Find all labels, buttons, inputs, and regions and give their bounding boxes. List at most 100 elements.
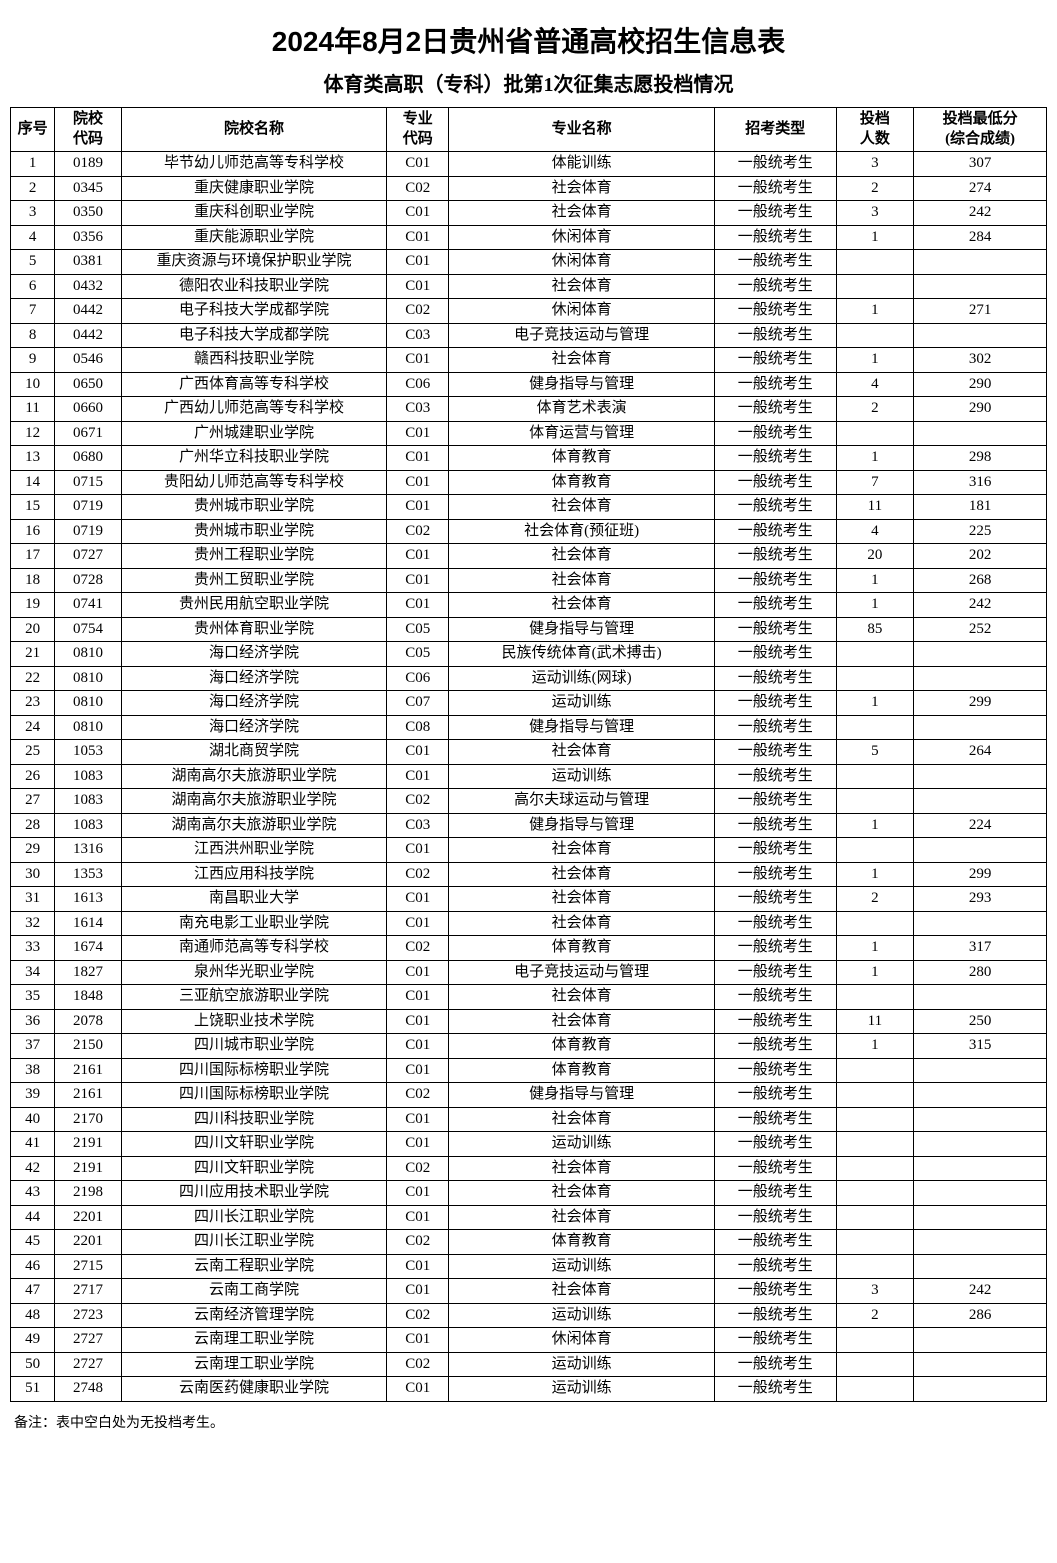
table-cell: 一般统考生 <box>714 1352 836 1377</box>
table-body: 10189毕节幼儿师范高等专科学校C01体能训练一般统考生330720345重庆… <box>11 152 1047 1402</box>
table-cell: 社会体育 <box>449 887 715 912</box>
table-cell: 社会体育 <box>449 176 715 201</box>
table-cell: 海口经济学院 <box>121 642 387 667</box>
table-cell: 健身指导与管理 <box>449 715 715 740</box>
table-cell: 休闲体育 <box>449 250 715 275</box>
table-cell: 云南理工职业学院 <box>121 1328 387 1353</box>
table-cell: 一般统考生 <box>714 152 836 177</box>
table-cell: 2078 <box>55 1009 121 1034</box>
table-row: 160719贵州城市职业学院C02社会体育(预征班)一般统考生4225 <box>11 519 1047 544</box>
table-cell: 1 <box>836 568 913 593</box>
table-cell: 社会体育 <box>449 911 715 936</box>
table-cell: 14 <box>11 470 55 495</box>
col-header-major-code: 专业代码 <box>387 108 449 152</box>
table-cell: 33 <box>11 936 55 961</box>
table-cell: 体育教育 <box>449 936 715 961</box>
table-cell: 50 <box>11 1352 55 1377</box>
table-cell: 0719 <box>55 519 121 544</box>
table-cell: 2727 <box>55 1328 121 1353</box>
table-cell: 264 <box>914 740 1047 765</box>
table-row: 462715云南工程职业学院C01运动训练一般统考生 <box>11 1254 1047 1279</box>
table-cell: C01 <box>387 985 449 1010</box>
table-cell: 一般统考生 <box>714 1205 836 1230</box>
table-cell: 85 <box>836 617 913 642</box>
table-cell <box>836 421 913 446</box>
table-cell <box>836 1230 913 1255</box>
table-cell: 0810 <box>55 666 121 691</box>
table-cell: 一般统考生 <box>714 568 836 593</box>
table-cell: 43 <box>11 1181 55 1206</box>
table-cell: 三亚航空旅游职业学院 <box>121 985 387 1010</box>
table-cell: C01 <box>387 201 449 226</box>
table-cell: C01 <box>387 470 449 495</box>
table-cell: C02 <box>387 1083 449 1108</box>
table-cell: 0754 <box>55 617 121 642</box>
col-header-seq: 序号 <box>11 108 55 152</box>
table-cell: 32 <box>11 911 55 936</box>
table-cell: 181 <box>914 495 1047 520</box>
table-row: 351848三亚航空旅游职业学院C01社会体育一般统考生 <box>11 985 1047 1010</box>
table-row: 110660广西幼儿师范高等专科学校C03体育艺术表演一般统考生2290 <box>11 397 1047 422</box>
table-cell: 运动训练(网球) <box>449 666 715 691</box>
table-cell: 一般统考生 <box>714 1034 836 1059</box>
table-cell: 一般统考生 <box>714 495 836 520</box>
col-header-school-name: 院校名称 <box>121 108 387 152</box>
table-cell: 重庆科创职业学院 <box>121 201 387 226</box>
table-cell: 10 <box>11 372 55 397</box>
table-cell <box>836 789 913 814</box>
col-header-school-code: 院校代码 <box>55 108 121 152</box>
table-cell <box>836 1205 913 1230</box>
table-cell: 社会体育 <box>449 862 715 887</box>
table-cell: 5 <box>11 250 55 275</box>
table-cell <box>914 323 1047 348</box>
table-cell: C01 <box>387 1132 449 1157</box>
table-cell: 一般统考生 <box>714 1377 836 1402</box>
table-cell: 江西应用科技学院 <box>121 862 387 887</box>
table-cell: 21 <box>11 642 55 667</box>
table-cell: 1083 <box>55 813 121 838</box>
table-cell: C02 <box>387 1230 449 1255</box>
col-header-major-name: 专业名称 <box>449 108 715 152</box>
table-cell <box>914 1328 1047 1353</box>
table-cell: 315 <box>914 1034 1047 1059</box>
table-cell: C01 <box>387 421 449 446</box>
table-cell: C03 <box>387 813 449 838</box>
table-cell: 299 <box>914 691 1047 716</box>
table-cell: 社会体育 <box>449 274 715 299</box>
table-row: 452201四川长江职业学院C02体育教育一般统考生 <box>11 1230 1047 1255</box>
table-cell: 社会体育 <box>449 593 715 618</box>
table-row: 120671广州城建职业学院C01体育运营与管理一般统考生 <box>11 421 1047 446</box>
table-cell: 一般统考生 <box>714 446 836 471</box>
table-cell <box>836 323 913 348</box>
table-cell: 重庆能源职业学院 <box>121 225 387 250</box>
table-cell: 2723 <box>55 1303 121 1328</box>
table-cell: 2715 <box>55 1254 121 1279</box>
table-cell: 20 <box>11 617 55 642</box>
table-cell: 社会体育 <box>449 1279 715 1304</box>
table-cell: 电子竞技运动与管理 <box>449 960 715 985</box>
table-cell: 一般统考生 <box>714 201 836 226</box>
table-cell: 一般统考生 <box>714 666 836 691</box>
table-cell: 一般统考生 <box>714 323 836 348</box>
table-cell <box>836 250 913 275</box>
table-cell: 四川文轩职业学院 <box>121 1156 387 1181</box>
table-cell: 贵阳幼儿师范高等专科学校 <box>121 470 387 495</box>
table-cell: 1 <box>836 225 913 250</box>
table-cell: 12 <box>11 421 55 446</box>
table-cell: 社会体育 <box>449 1156 715 1181</box>
table-cell: 一般统考生 <box>714 1156 836 1181</box>
table-cell: 海口经济学院 <box>121 691 387 716</box>
table-cell: 286 <box>914 1303 1047 1328</box>
table-cell: 3 <box>836 1279 913 1304</box>
table-cell: 1053 <box>55 740 121 765</box>
table-cell: 一般统考生 <box>714 691 836 716</box>
table-cell <box>836 838 913 863</box>
table-row: 472717云南工商学院C01社会体育一般统考生3242 <box>11 1279 1047 1304</box>
table-cell <box>914 666 1047 691</box>
table-row: 512748云南医药健康职业学院C01运动训练一般统考生 <box>11 1377 1047 1402</box>
table-cell: 健身指导与管理 <box>449 372 715 397</box>
table-row: 291316江西洪州职业学院C01社会体育一般统考生 <box>11 838 1047 863</box>
table-cell: 一般统考生 <box>714 274 836 299</box>
table-cell <box>914 985 1047 1010</box>
table-row: 40356重庆能源职业学院C01休闲体育一般统考生1284 <box>11 225 1047 250</box>
